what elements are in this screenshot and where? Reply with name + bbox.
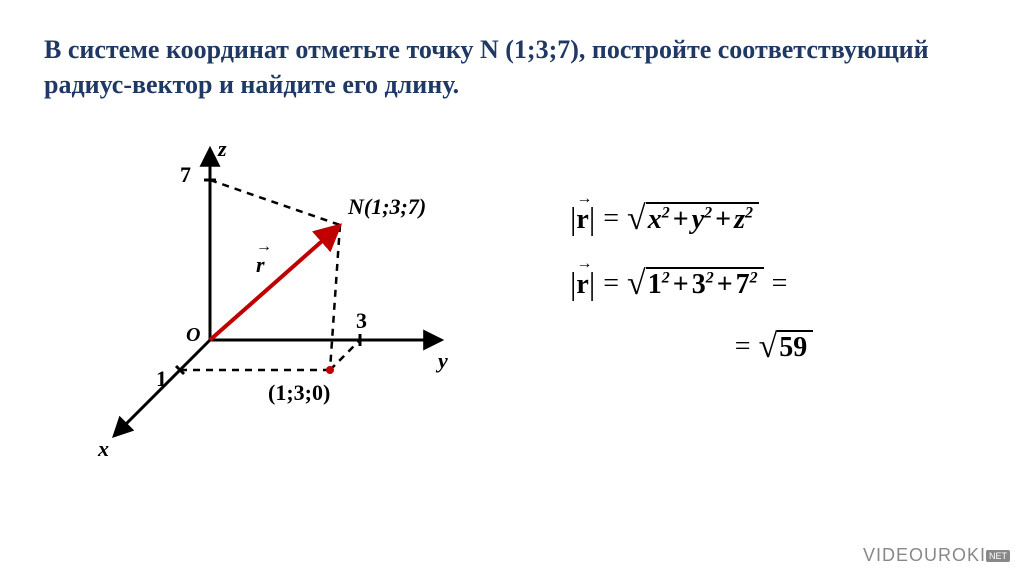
projection-label: (1;3;0) (268, 380, 330, 406)
radius-vector (210, 227, 338, 340)
x-axis-label: x (98, 436, 109, 462)
watermark: VIDEOUROKINET (863, 545, 1010, 566)
dash-z-to-N (210, 180, 340, 225)
y-axis-label: y (438, 348, 448, 374)
formula-substituted: |r| = √ 12+32+72 = (570, 265, 970, 302)
x-tick-label: 1 (156, 366, 167, 392)
vector-label: r (256, 250, 265, 278)
dash-proj-to-y (330, 340, 360, 370)
diagram-svg (60, 130, 480, 490)
formula-result: = √ 59 (570, 330, 970, 364)
problem-title: В системе координат отметьте точку N (1;… (44, 32, 964, 102)
projection-point (326, 366, 334, 374)
z-axis-label: z (218, 136, 227, 162)
origin-label: O (186, 324, 200, 347)
formulas-block: |r| = √ x2+y2+z2 |r| = √ 12+32+72 = = √ … (570, 200, 970, 392)
coordinate-diagram: z y x 7 3 1 O N(1;3;7) (1;3;0) r (60, 130, 480, 490)
dash-N-to-proj (330, 225, 340, 370)
z-tick-label: 7 (180, 162, 191, 188)
formula-general: |r| = √ x2+y2+z2 (570, 200, 970, 237)
point-N-label: N(1;3;7) (348, 194, 426, 220)
y-tick-label: 3 (356, 308, 367, 334)
